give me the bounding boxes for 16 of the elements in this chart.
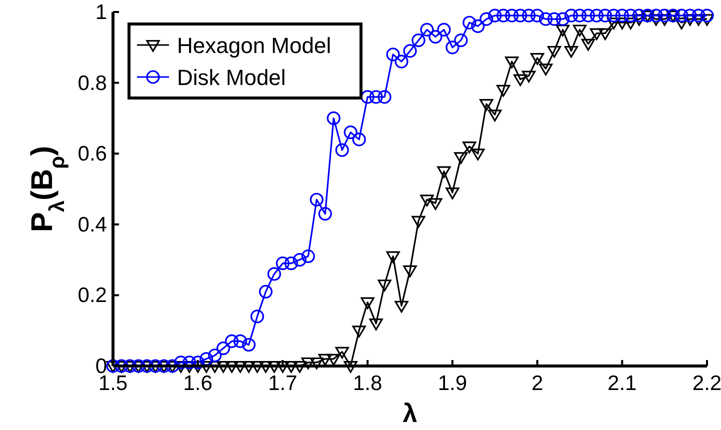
x-tick-label: 2.1 [608, 372, 637, 395]
x-tick-label: 1.7 [268, 372, 298, 395]
x-tick-label: 1.6 [183, 372, 212, 395]
y-tick-label: 0.6 [78, 142, 107, 166]
x-tick-label: 1.5 [98, 372, 128, 395]
y-tick-label: 0.2 [78, 284, 107, 308]
x-axis-title: λ [402, 398, 418, 428]
y-tick-label: 1 [95, 1, 107, 24]
legend-label: Disk Model [177, 65, 286, 90]
x-tick-label: 2 [531, 372, 544, 395]
x-tick-label: 1.9 [438, 372, 468, 395]
x-tick-label: 2.2 [692, 372, 721, 395]
y-tick-label: 0.4 [78, 213, 108, 236]
legend-label: Hexagon Model [177, 33, 332, 58]
x-tick-label: 1.8 [352, 372, 382, 395]
y-tick-label: 0.8 [78, 72, 107, 95]
